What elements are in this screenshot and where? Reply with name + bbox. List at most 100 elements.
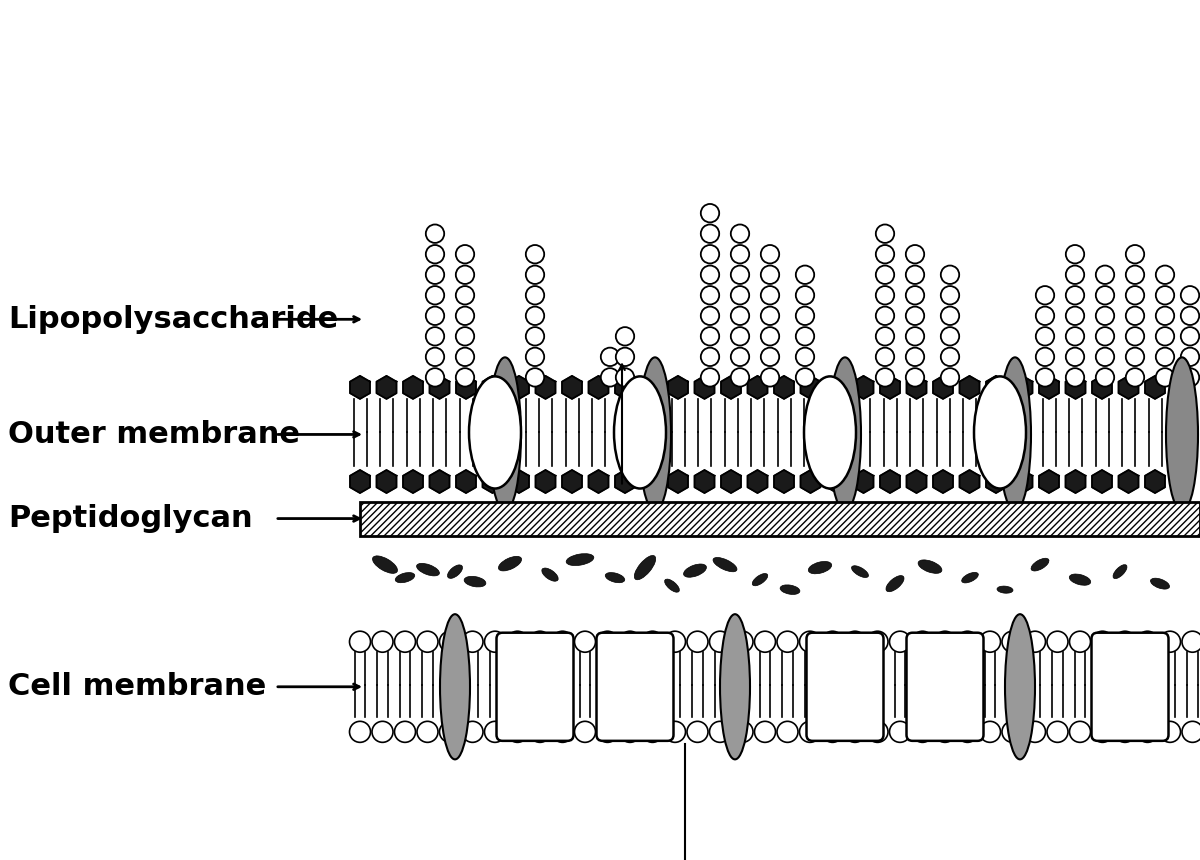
Circle shape [1036, 286, 1055, 304]
Circle shape [426, 224, 444, 243]
Polygon shape [960, 470, 979, 493]
Circle shape [876, 347, 894, 366]
Circle shape [1126, 368, 1145, 387]
Ellipse shape [713, 557, 737, 572]
Ellipse shape [469, 377, 521, 488]
Circle shape [642, 631, 664, 652]
Circle shape [796, 286, 815, 304]
Ellipse shape [752, 574, 768, 586]
Circle shape [845, 722, 865, 742]
Ellipse shape [720, 614, 750, 759]
Circle shape [552, 631, 574, 652]
Circle shape [426, 245, 444, 263]
Circle shape [526, 368, 545, 387]
Circle shape [1156, 327, 1175, 346]
Ellipse shape [1151, 578, 1170, 589]
Circle shape [731, 266, 749, 284]
Circle shape [456, 327, 474, 346]
Circle shape [1096, 266, 1115, 284]
Ellipse shape [372, 556, 397, 574]
Ellipse shape [464, 576, 486, 587]
Circle shape [1181, 286, 1199, 304]
Ellipse shape [614, 377, 666, 488]
Circle shape [941, 306, 959, 325]
Circle shape [822, 631, 844, 652]
Polygon shape [616, 376, 635, 399]
Polygon shape [482, 376, 503, 399]
Circle shape [796, 327, 815, 346]
Circle shape [1182, 722, 1200, 742]
Circle shape [529, 722, 551, 742]
Circle shape [732, 631, 754, 652]
Circle shape [456, 347, 474, 366]
Circle shape [868, 722, 888, 742]
Polygon shape [695, 470, 714, 493]
Ellipse shape [665, 579, 679, 593]
Circle shape [701, 368, 719, 387]
Circle shape [418, 631, 438, 652]
Circle shape [1096, 306, 1115, 325]
Circle shape [456, 266, 474, 284]
Circle shape [1096, 286, 1115, 304]
Circle shape [876, 266, 894, 284]
Circle shape [1092, 722, 1114, 742]
Circle shape [1066, 347, 1085, 366]
Circle shape [1138, 722, 1158, 742]
Ellipse shape [1069, 574, 1091, 586]
Circle shape [709, 631, 731, 652]
Circle shape [642, 722, 664, 742]
Circle shape [1066, 266, 1085, 284]
Ellipse shape [1031, 558, 1049, 571]
Circle shape [1156, 286, 1175, 304]
Polygon shape [1013, 376, 1032, 399]
Polygon shape [721, 376, 740, 399]
Circle shape [701, 245, 719, 263]
Polygon shape [377, 376, 396, 399]
Ellipse shape [998, 358, 1031, 512]
Text: Lipopolysaccharide: Lipopolysaccharide [8, 304, 338, 334]
Circle shape [906, 266, 924, 284]
Circle shape [575, 631, 595, 652]
Polygon shape [509, 376, 529, 399]
Ellipse shape [566, 554, 594, 566]
Circle shape [1046, 722, 1068, 742]
Ellipse shape [780, 585, 800, 594]
Circle shape [761, 266, 779, 284]
Polygon shape [588, 376, 608, 399]
FancyBboxPatch shape [806, 633, 883, 740]
Circle shape [456, 286, 474, 304]
Circle shape [731, 224, 749, 243]
Polygon shape [642, 376, 661, 399]
Circle shape [941, 347, 959, 366]
Circle shape [601, 368, 619, 387]
Circle shape [761, 327, 779, 346]
Circle shape [1036, 347, 1055, 366]
Polygon shape [1066, 470, 1086, 493]
Polygon shape [721, 470, 740, 493]
Ellipse shape [490, 358, 521, 512]
Circle shape [426, 327, 444, 346]
Circle shape [439, 722, 461, 742]
Circle shape [701, 327, 719, 346]
Circle shape [426, 368, 444, 387]
Circle shape [526, 306, 545, 325]
Circle shape [876, 245, 894, 263]
Circle shape [1126, 286, 1145, 304]
Ellipse shape [448, 565, 462, 579]
Circle shape [889, 722, 911, 742]
Polygon shape [535, 376, 556, 399]
Ellipse shape [440, 614, 470, 759]
Circle shape [1096, 368, 1115, 387]
Circle shape [1025, 631, 1045, 652]
Circle shape [755, 631, 775, 652]
Ellipse shape [542, 568, 558, 581]
Polygon shape [1171, 376, 1192, 399]
Circle shape [1036, 368, 1055, 387]
Circle shape [701, 347, 719, 366]
Circle shape [906, 347, 924, 366]
Circle shape [958, 722, 978, 742]
Circle shape [616, 368, 635, 387]
Polygon shape [800, 376, 821, 399]
Ellipse shape [997, 587, 1013, 593]
Ellipse shape [974, 377, 1026, 488]
